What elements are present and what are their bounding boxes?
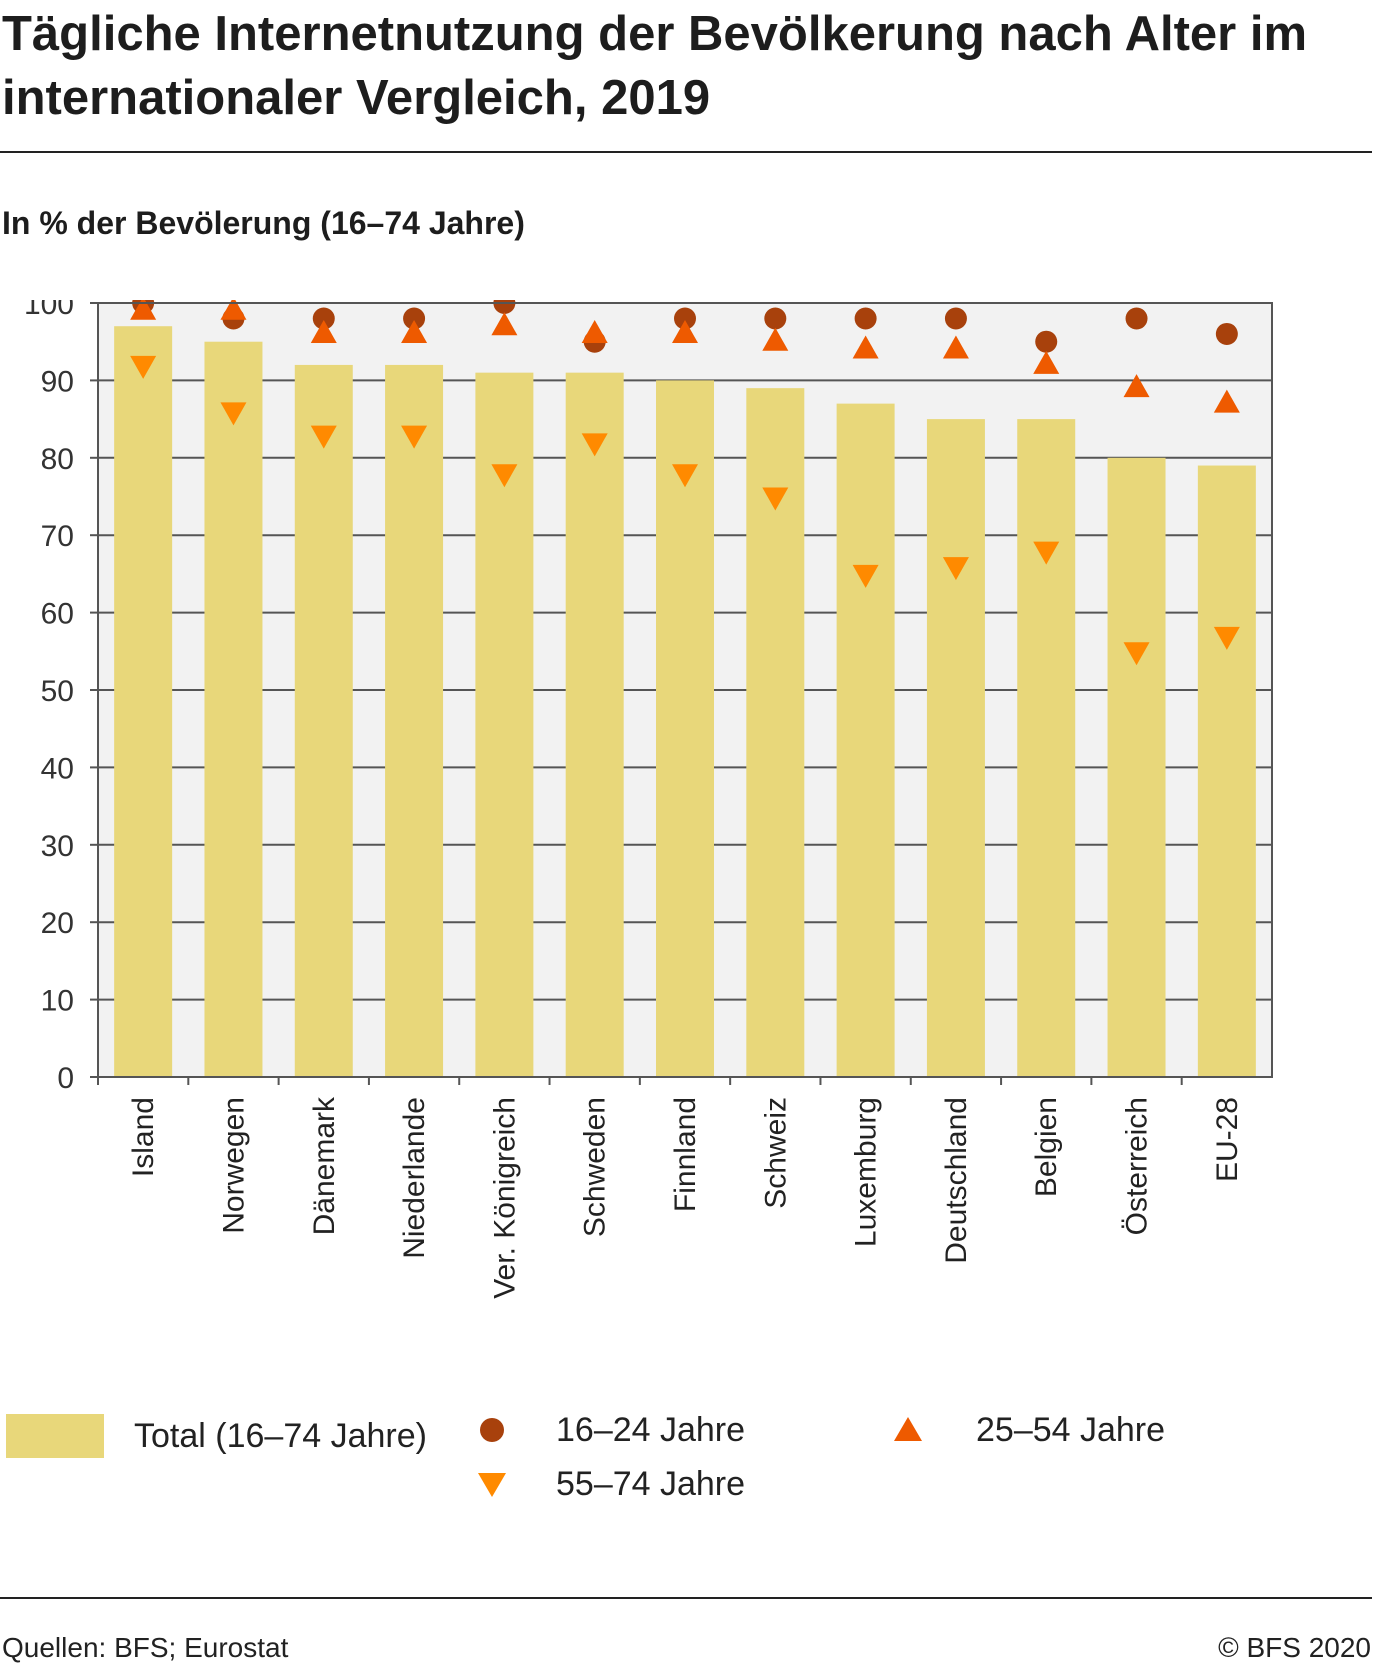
marker-25-54 xyxy=(130,300,157,320)
legend-item-55-74: 55–74 Jahre xyxy=(472,1464,745,1504)
marker-16-24 xyxy=(764,307,787,330)
marker-55-74 xyxy=(852,564,879,588)
bar-total xyxy=(565,372,624,1077)
x-category-label: Schweiz xyxy=(759,1097,792,1209)
legend-swatch-bar xyxy=(6,1414,104,1458)
marker-25-54 xyxy=(491,312,518,336)
legend: Total (16–74 Jahre) 16–24 Jahre 25–54 Ja… xyxy=(0,1411,1377,1570)
bar-total xyxy=(1017,419,1076,1078)
x-axis: Island Norwegen Dänemark Niederlande Ver. Kö… xyxy=(97,1077,1244,1299)
marker-25-54 xyxy=(762,327,789,351)
bar-total xyxy=(204,341,263,1077)
marker-16-24 xyxy=(1125,307,1148,330)
x-category-label: Belgien xyxy=(1030,1097,1063,1197)
x-category-label: Österreich xyxy=(1121,1097,1154,1235)
marker-16-24 xyxy=(854,307,877,330)
marker-25-54 xyxy=(1033,350,1060,374)
x-category-label: Deutschland xyxy=(940,1097,973,1264)
marker-55-74 xyxy=(310,425,337,449)
y-tick-label: 10 xyxy=(41,985,74,1018)
marker-25-54 xyxy=(852,335,879,359)
bar-total xyxy=(294,364,353,1077)
marker-55-74 xyxy=(672,464,698,488)
marker-55-74 xyxy=(130,355,157,379)
marker-55-74 xyxy=(1123,642,1150,666)
marker-25-54 xyxy=(942,335,969,359)
bar-group xyxy=(114,326,1256,1078)
marker-25-54 xyxy=(1213,389,1240,413)
bar-total xyxy=(836,403,895,1077)
bar-total xyxy=(1107,457,1166,1077)
marker-16-24 xyxy=(1035,330,1058,353)
y-tick-label: 90 xyxy=(41,365,74,398)
x-category-label: Luxemburg xyxy=(850,1097,883,1247)
chart-title: Tägliche Internetnutzung der Bevölkerung… xyxy=(2,7,1308,125)
marker-group xyxy=(130,300,1240,666)
bar-total xyxy=(385,364,444,1077)
footer-divider xyxy=(0,1597,1372,1599)
x-category-label: Niederlande xyxy=(398,1097,431,1259)
legend-item-16-24: 16–24 Jahre xyxy=(472,1410,745,1450)
marker-25-54 xyxy=(401,319,428,343)
y-tick-label: 100 xyxy=(24,300,74,321)
y-tick-label: 30 xyxy=(41,830,74,863)
legend-label: 16–24 Jahre xyxy=(556,1410,746,1449)
x-category-label: Norwegen xyxy=(217,1097,250,1234)
marker-55-74 xyxy=(491,464,518,488)
bar-total xyxy=(1197,465,1256,1077)
bar-total xyxy=(656,380,714,1077)
legend-label: Total (16–74 Jahre) xyxy=(134,1416,427,1455)
x-category-label: Island xyxy=(127,1097,160,1177)
marker-55-74 xyxy=(401,425,428,449)
unit-label: In % der Bevölerung (16–74 Jahre) xyxy=(2,205,525,241)
y-tick-label: 60 xyxy=(41,598,74,631)
marker-25-54 xyxy=(220,300,247,320)
title-divider xyxy=(0,151,1372,153)
y-tick-label: 20 xyxy=(41,907,74,940)
y-tick-label: 70 xyxy=(41,520,74,553)
triangle-up-marker-icon xyxy=(894,1417,922,1441)
x-category-label: EU-28 xyxy=(1211,1097,1244,1182)
legend-label: 25–54 Jahre xyxy=(976,1410,1166,1449)
bar-total xyxy=(475,372,534,1077)
bar-total xyxy=(114,326,173,1078)
y-tick-label: 0 xyxy=(57,1062,74,1095)
legend-label: 55–74 Jahre xyxy=(556,1464,746,1503)
marker-16-24 xyxy=(403,307,426,330)
source-note: Quellen: BFS; Eurostat xyxy=(2,1632,289,1663)
marker-55-74 xyxy=(1213,626,1240,650)
marker-16-24 xyxy=(944,307,967,330)
triangle-down-marker-icon xyxy=(478,1473,506,1497)
marker-55-74 xyxy=(220,402,247,426)
marker-16-24 xyxy=(674,307,696,330)
bar-total xyxy=(926,419,985,1078)
marker-25-54 xyxy=(1123,374,1150,398)
y-tick-label: 50 xyxy=(41,675,74,708)
marker-25-54 xyxy=(672,319,698,343)
x-category-label: Schweden xyxy=(579,1097,612,1237)
bar-chart: 0 10 20 30 40 50 60 70 80 90 100 Island Norwegen Dän… xyxy=(24,300,1273,1299)
y-axis: 0 10 20 30 40 50 60 70 80 90 100 xyxy=(24,300,98,1095)
circle-marker-icon xyxy=(480,1418,504,1442)
legend-item-total: Total (16–74 Jahre) xyxy=(6,1414,427,1458)
marker-16-24 xyxy=(312,307,335,330)
marker-55-74 xyxy=(942,557,969,581)
marker-25-54 xyxy=(310,319,337,343)
marker-55-74 xyxy=(762,487,789,511)
marker-55-74 xyxy=(1033,541,1060,565)
y-tick-label: 80 xyxy=(41,443,74,476)
y-tick-label: 40 xyxy=(41,752,74,785)
marker-25-54 xyxy=(581,319,608,343)
marker-55-74 xyxy=(581,433,608,457)
x-category-label: Finnland xyxy=(669,1097,702,1212)
x-category-label: Ver. Königreich xyxy=(488,1097,521,1299)
marker-16-24 xyxy=(1215,322,1238,345)
copyright-note: © BFS 2020 xyxy=(1218,1632,1371,1663)
legend-item-25-54: 25–54 Jahre xyxy=(888,1410,1165,1450)
x-category-label: Dänemark xyxy=(308,1096,341,1235)
